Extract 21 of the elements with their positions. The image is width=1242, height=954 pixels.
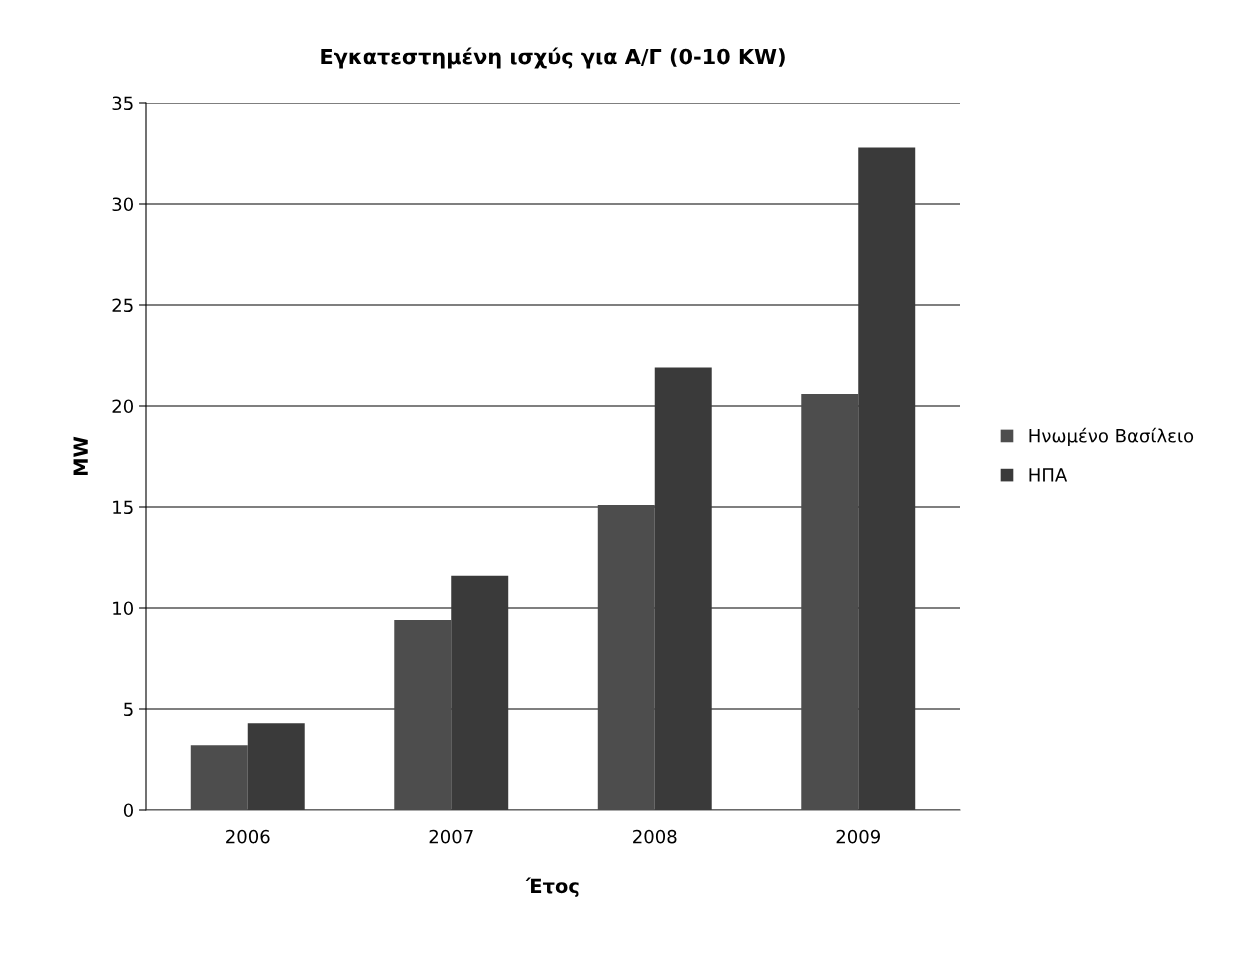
y-tick-label: 35 xyxy=(112,96,133,111)
y-tick-label: 10 xyxy=(113,601,133,616)
x-axis-title: Έτος xyxy=(525,877,579,898)
x-tick-label: 2006 xyxy=(226,829,270,844)
chart-title: Εγκατεστημένη ισχύς για Α/Γ (0-10 KW) xyxy=(321,47,785,69)
x-tick-label: 2008 xyxy=(633,829,677,844)
x-tick-label: 2007 xyxy=(429,829,473,844)
y-tick-label: 5 xyxy=(124,702,133,717)
x-tick-label: 2009 xyxy=(836,829,880,844)
bar xyxy=(858,147,916,810)
bar xyxy=(451,575,509,810)
y-tick-label: 20 xyxy=(112,399,133,414)
y-axis-title: MW xyxy=(73,436,88,476)
y-tick-label: 30 xyxy=(112,197,133,212)
legend-label: ΗΠΑ xyxy=(1029,468,1068,482)
legend-label: Ηνωμένο Βασίλειο xyxy=(1029,427,1194,447)
bar xyxy=(654,367,712,810)
y-tick-label: 25 xyxy=(112,298,133,313)
y-tick-label: 15 xyxy=(113,500,133,515)
y-tick-label: 0 xyxy=(123,803,133,818)
bar xyxy=(247,723,305,810)
